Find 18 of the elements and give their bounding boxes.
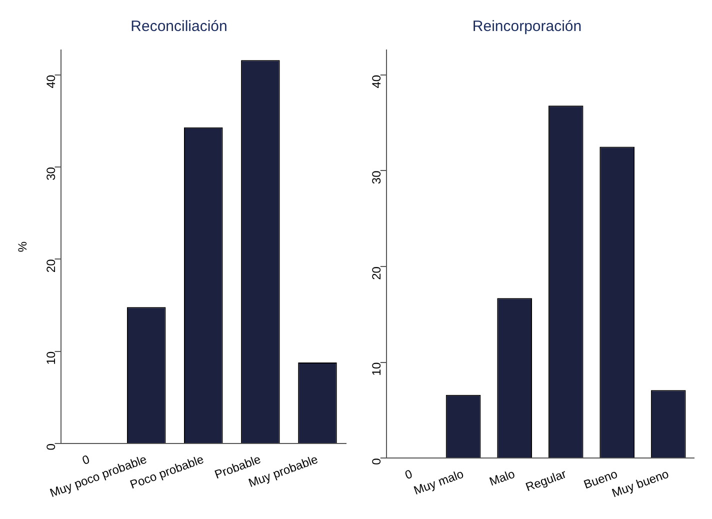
chart-title: Reincorporación xyxy=(472,18,582,36)
x-tick-label: Muy malo xyxy=(412,466,466,498)
y-tick-label: 0 xyxy=(370,458,384,465)
y-tick-label: 20 xyxy=(44,258,58,273)
y-tick-label: 30 xyxy=(44,166,58,180)
y-axis-title: % xyxy=(16,241,30,252)
x-tick-label: 0 xyxy=(403,466,414,482)
y-tick-label: 10 xyxy=(370,362,384,376)
y-tick-label: 0 xyxy=(44,443,58,450)
y-tick-label: 40 xyxy=(370,74,384,88)
chart-title: Reconciliación xyxy=(130,18,228,36)
x-tick-label: Regular xyxy=(524,466,568,494)
x-tick-label: 0 xyxy=(80,452,92,468)
y-tick-label: 20 xyxy=(370,266,384,280)
y-tick-label: 40 xyxy=(44,74,58,88)
y-tick-label: 30 xyxy=(370,170,384,184)
y-tick-label: 10 xyxy=(44,351,58,365)
x-tick-label: Malo xyxy=(488,466,518,489)
